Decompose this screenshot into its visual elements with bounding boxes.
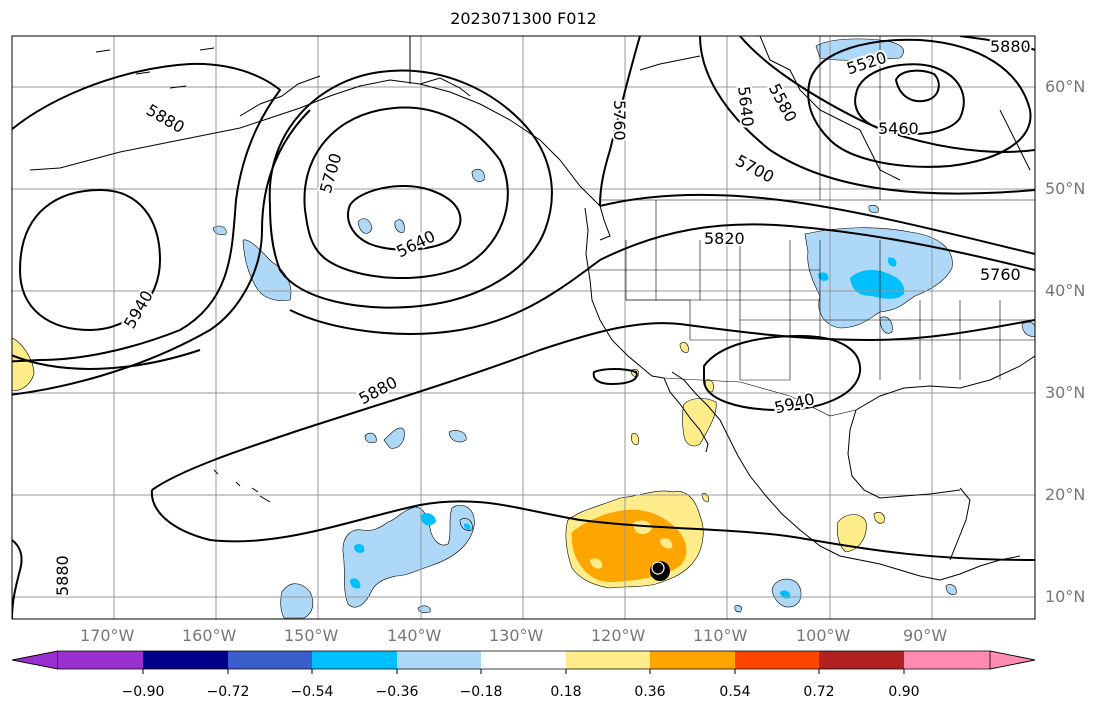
lat-label: 30°N xyxy=(1045,383,1086,402)
plot-title: 2023071300 F012 xyxy=(450,9,597,28)
colorbar-swatch xyxy=(143,651,228,669)
colorbar-over-arrow xyxy=(989,650,1036,670)
colorbar-tick-label: −0.36 xyxy=(375,684,419,700)
lon-label: 170°W xyxy=(80,626,135,645)
coastlines xyxy=(29,36,1035,581)
colorbar-tick-label: 0.54 xyxy=(719,684,751,700)
lat-label: 10°N xyxy=(1045,587,1086,606)
colorbar-tick-label: −0.54 xyxy=(290,684,334,700)
lon-label: 140°W xyxy=(387,626,442,645)
lon-label: 90°W xyxy=(903,626,948,645)
contour-label: 5880 xyxy=(53,555,72,596)
contour-label: 5820 xyxy=(704,229,745,248)
height-contours xyxy=(12,36,1035,619)
lon-label: 120°W xyxy=(591,626,646,645)
lon-label: 100°W xyxy=(796,626,851,645)
lat-label: 40°N xyxy=(1045,281,1086,300)
colorbar-tick-label: 0.72 xyxy=(803,684,835,700)
colorbar-swatch xyxy=(904,651,990,669)
map-frame xyxy=(11,35,1036,620)
graticule xyxy=(12,36,1035,619)
colorbar-tick-label: 0.90 xyxy=(888,684,920,700)
lat-label: 20°N xyxy=(1045,485,1086,504)
contour-label: 5880 xyxy=(990,37,1031,56)
contour-label: 5460 xyxy=(878,119,919,138)
colorbar-outline xyxy=(11,650,1036,670)
colorbar-swatch xyxy=(228,651,312,669)
colorbar-under-arrow xyxy=(11,650,59,670)
contour-label: 5760 xyxy=(980,265,1021,284)
storm-marker xyxy=(650,561,670,581)
colorbar xyxy=(11,650,1036,674)
colorbar-swatch xyxy=(312,651,397,669)
colorbar-tick-label: −0.90 xyxy=(121,684,165,700)
colorbar-tick-label: −0.72 xyxy=(206,684,250,700)
colorbar-swatch xyxy=(819,651,904,669)
lon-label: 160°W xyxy=(182,626,237,645)
shading-deep-blue xyxy=(350,257,905,599)
borders xyxy=(586,36,1035,417)
lat-label: 50°N xyxy=(1045,179,1086,198)
lon-label: 130°W xyxy=(489,626,544,645)
colorbar-swatch xyxy=(58,651,143,669)
colorbar-tick-label: −0.18 xyxy=(459,684,503,700)
contour-label: 5760 xyxy=(610,100,629,141)
colorbar-swatch xyxy=(735,651,819,669)
lon-label: 150°W xyxy=(284,626,339,645)
colorbar-swatch xyxy=(397,651,481,669)
colorbar-tick-label: 0.36 xyxy=(634,684,666,700)
colorbar-swatch xyxy=(650,651,735,669)
colorbar-swatch xyxy=(481,651,566,669)
colorbar-swatch xyxy=(566,651,650,669)
colorbar-tick-label: 0.18 xyxy=(550,684,582,700)
lat-label: 60°N xyxy=(1045,77,1086,96)
lon-label: 110°W xyxy=(693,626,748,645)
